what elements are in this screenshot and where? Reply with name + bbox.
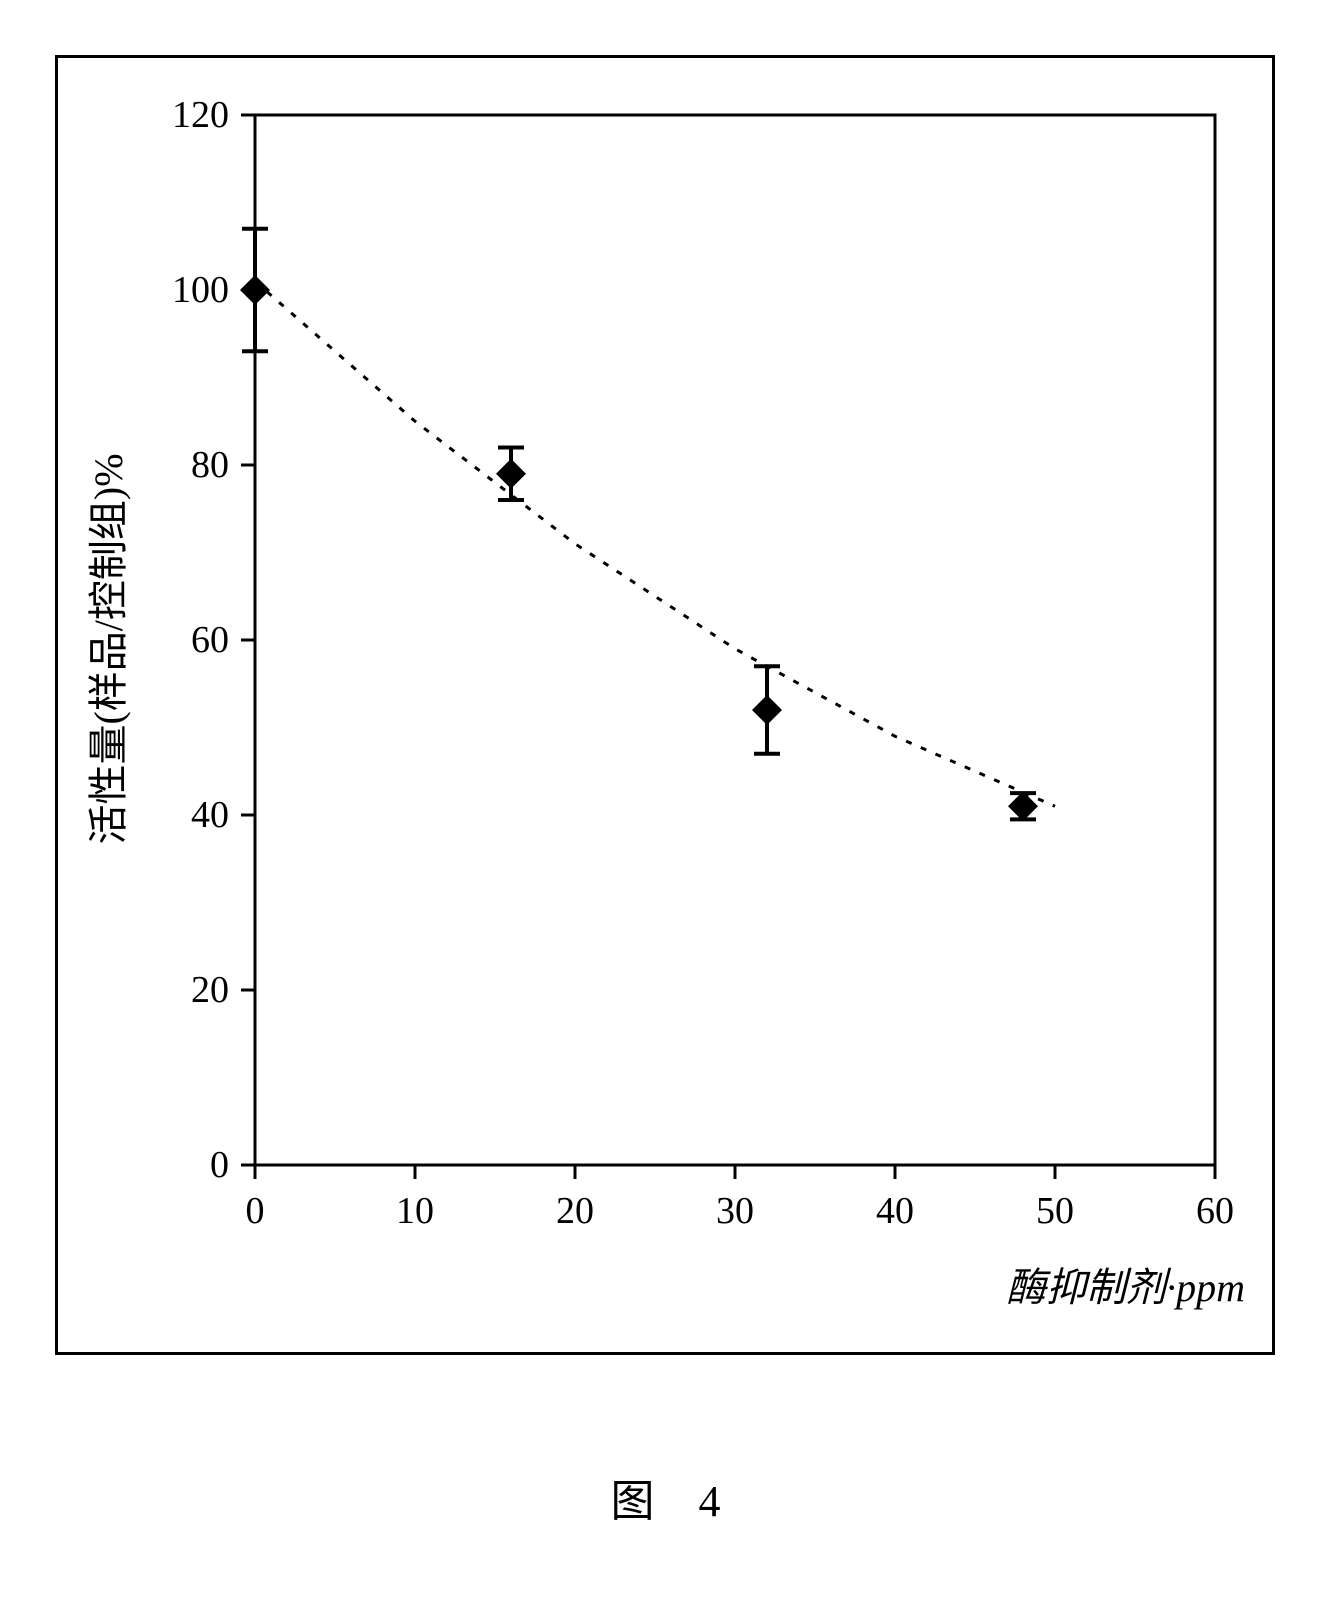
y-tick-label: 120 xyxy=(172,93,229,137)
data-point xyxy=(1008,791,1038,821)
y-tick-label: 80 xyxy=(191,443,229,487)
x-tick-label: 20 xyxy=(556,1189,594,1233)
y-axis-label: 活性量(样品/控制组)% xyxy=(76,349,134,949)
chart-svg xyxy=(215,75,1255,1205)
x-axis-label: 酶抑制剂·ppm xyxy=(1006,1255,1245,1313)
y-tick-label: 20 xyxy=(191,968,229,1012)
y-tick-label: 100 xyxy=(172,268,229,312)
y-tick-label: 40 xyxy=(191,793,229,837)
x-tick-label: 40 xyxy=(876,1189,914,1233)
x-tick-label: 60 xyxy=(1196,1189,1234,1233)
data-point xyxy=(496,459,526,489)
data-point xyxy=(752,695,782,725)
x-tick-label: 30 xyxy=(716,1189,754,1233)
figure-caption: 图 4 xyxy=(611,1465,721,1529)
data-point xyxy=(240,275,270,305)
page: 活性量(样品/控制组)% 酶抑制剂·ppm 图 4 0 10 20 30 40 50 60 0… xyxy=(0,0,1331,1606)
fit-curve xyxy=(255,281,1055,806)
plot-area xyxy=(255,115,1215,1165)
x-tick-label: 10 xyxy=(396,1189,434,1233)
x-tick-label: 50 xyxy=(1036,1189,1074,1233)
y-tick-label: 60 xyxy=(191,618,229,662)
x-tick-label: 0 xyxy=(246,1189,265,1233)
y-tick-label: 0 xyxy=(210,1143,229,1187)
